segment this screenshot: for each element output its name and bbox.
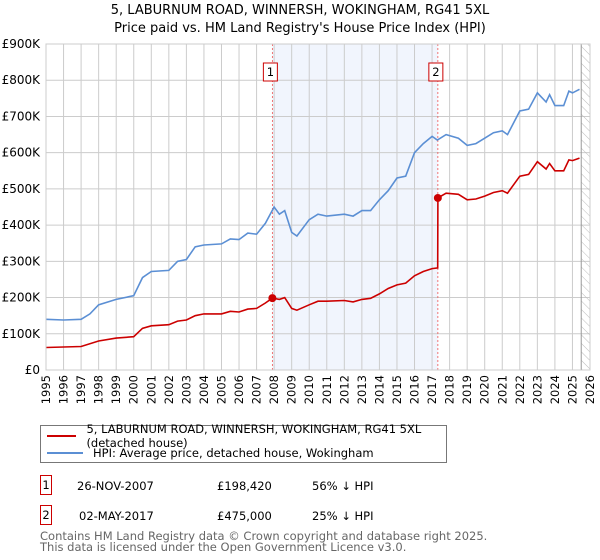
y-tick-label: £0 xyxy=(25,363,40,377)
x-tick-label: 2025 xyxy=(565,375,579,404)
chart-title: 5, LABURNUM ROAD, WINNERSH, WOKINGHAM, R… xyxy=(110,3,490,18)
shaded-period xyxy=(272,44,438,370)
legend-item-hpi: HPI: Average price, detached house, Woki… xyxy=(47,445,374,461)
x-tick-label: 2016 xyxy=(408,375,422,404)
x-tick-label: 2008 xyxy=(267,375,281,404)
y-tick-label: £100K xyxy=(2,327,42,341)
x-tick-label: 2000 xyxy=(127,375,141,404)
x-tick-label: 1999 xyxy=(109,375,123,404)
y-tick-label: £700K xyxy=(2,109,42,123)
sale-marker-box xyxy=(428,62,444,82)
price-chart: 1995 1996 1997 1998 1999 2000 2001 2002 2003 2004… xyxy=(2,37,597,404)
transaction-price: £198,420 xyxy=(217,479,272,493)
x-tick-label: 1998 xyxy=(92,375,106,404)
x-tick-label: 2009 xyxy=(285,375,299,404)
plot-border xyxy=(45,43,591,371)
y-tick-label: £500K xyxy=(2,182,42,196)
blue-line-swatch xyxy=(47,452,83,454)
x-tick-label: 2014 xyxy=(372,375,386,404)
legend-label-hpi: HPI: Average price, detached house, Woki… xyxy=(93,446,374,460)
x-tick-label: 2015 xyxy=(390,375,404,404)
x-tick-label: 2026 xyxy=(583,375,597,404)
sale-marker-label: 1 xyxy=(267,65,274,79)
x-tick-label: 2019 xyxy=(460,375,474,404)
x-tick-label: 2006 xyxy=(232,375,246,404)
transaction-row: 1 26-NOV-2007 £198,420 56% ↓ HPI xyxy=(40,475,600,497)
transaction-badge: 2 xyxy=(40,505,52,525)
x-tick-label: 2022 xyxy=(513,375,527,404)
transaction-hpi: 56% ↓ HPI xyxy=(312,479,374,493)
x-tick-label: 2004 xyxy=(197,375,211,404)
sale-marker-box xyxy=(262,62,278,82)
x-tick-label: 2020 xyxy=(478,375,492,404)
property-price-line xyxy=(45,157,580,349)
x-tick-label: 2023 xyxy=(530,375,544,404)
x-tick-label: 2011 xyxy=(320,375,334,404)
y-tick-label: £800K xyxy=(2,73,42,87)
x-tick-label: 2017 xyxy=(425,375,439,404)
x-tick-label: 2021 xyxy=(495,375,509,404)
x-tick-label: 2001 xyxy=(144,375,158,404)
x-tick-label: 2002 xyxy=(162,375,176,404)
y-tick-label: £300K xyxy=(2,254,42,268)
forecast-hatch xyxy=(581,44,590,370)
x-tick-label: 2018 xyxy=(443,375,457,404)
x-tick-label: 2003 xyxy=(179,375,193,404)
x-tick-label: 1997 xyxy=(74,375,88,404)
y-tick-label: £200K xyxy=(2,291,42,305)
transaction-row: 2 02-MAY-2017 £475,000 25% ↓ HPI xyxy=(40,505,600,527)
x-tick-label: 2012 xyxy=(337,375,351,404)
x-tick-label: 2005 xyxy=(214,375,228,404)
x-tick-label: 2013 xyxy=(355,375,369,404)
transaction-price: £475,000 xyxy=(217,509,272,523)
legend-label-property: 5, LABURNUM ROAD, WINNERSH, WOKINGHAM, R… xyxy=(86,422,422,450)
transaction-hpi: 25% ↓ HPI xyxy=(312,509,374,523)
chart-subtitle: Price paid vs. HM Land Registry's House … xyxy=(114,21,486,36)
transaction-badge: 1 xyxy=(40,475,52,495)
hpi-line xyxy=(45,88,580,321)
y-tick-label: £600K xyxy=(2,146,42,160)
x-tick-label: 2024 xyxy=(548,375,562,404)
footer: Contains HM Land Registry data © Crown c… xyxy=(40,529,488,554)
legend-item-property: 5, LABURNUM ROAD, WINNERSH, WOKINGHAM, R… xyxy=(47,422,446,450)
x-tick-label: 1995 xyxy=(39,375,53,404)
x-tick-label: 2007 xyxy=(250,375,264,404)
sale-point xyxy=(268,294,277,303)
transaction-date: 26-NOV-2007 xyxy=(77,479,154,493)
y-tick-label: £900K xyxy=(2,37,42,51)
footer-copyright: Contains HM Land Registry data © Crown c… xyxy=(40,529,488,543)
legend: 5, LABURNUM ROAD, WINNERSH, WOKINGHAM, R… xyxy=(40,422,447,463)
sale-marker-label: 2 xyxy=(432,65,439,79)
footer-licence: This data is licensed under the Open Gov… xyxy=(40,540,407,554)
red-line-swatch xyxy=(47,435,77,437)
x-tick-label: 2010 xyxy=(302,375,316,404)
x-tick-label: 1996 xyxy=(57,375,71,404)
sale-point xyxy=(433,193,442,202)
transaction-date: 02-MAY-2017 xyxy=(79,509,154,523)
y-tick-label: £400K xyxy=(2,218,42,232)
